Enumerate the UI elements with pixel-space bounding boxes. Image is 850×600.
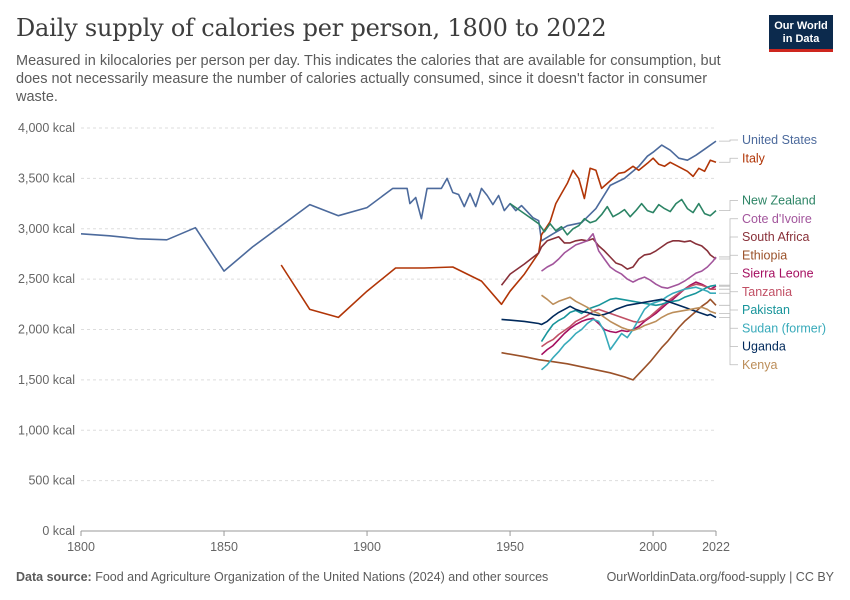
- series-lines: [80, 140, 717, 381]
- owid-logo[interactable]: Our World in Data: [769, 15, 833, 52]
- series-label[interactable]: South Africa: [742, 230, 809, 244]
- label-leader-line: [719, 200, 738, 212]
- y-tick-label: 1,500 kcal: [18, 373, 75, 387]
- x-tick-label: 2000: [639, 540, 667, 554]
- label-leader-line: [719, 157, 738, 163]
- series-label[interactable]: Pakistan: [742, 303, 790, 317]
- logo-line-2: in Data: [782, 33, 820, 45]
- label-leader-line: [719, 292, 738, 329]
- data-source: Data source: Food and Agriculture Organi…: [16, 570, 548, 584]
- data-source-text[interactable]: Food and Agriculture Organization of the…: [95, 570, 549, 584]
- series-line[interactable]: [509, 198, 717, 236]
- series-line[interactable]: [540, 286, 717, 371]
- label-leader-line: [719, 139, 738, 142]
- series-line[interactable]: [501, 298, 717, 381]
- label-leader-line: [719, 273, 738, 287]
- y-tick-label: 1,000 kcal: [18, 423, 75, 437]
- series-line[interactable]: [541, 283, 717, 348]
- x-tick-label: 1950: [496, 540, 524, 554]
- label-leader-line: [719, 317, 738, 347]
- label-leader-line: [719, 218, 738, 258]
- y-tick-label: 2,500 kcal: [18, 272, 75, 286]
- gridlines: [81, 127, 716, 482]
- y-tick-label: 3,500 kcal: [18, 171, 75, 185]
- credit-link[interactable]: OurWorldinData.org/food-supply | CC BY: [606, 570, 834, 584]
- chart-subtitle: Measured in kilocalories per person per …: [16, 53, 721, 105]
- chart-title: Daily supply of calories per person, 180…: [16, 14, 607, 42]
- label-leader-line: [719, 236, 738, 260]
- series-label[interactable]: Kenya: [742, 358, 777, 372]
- series-label[interactable]: Italy: [742, 151, 766, 165]
- series-line[interactable]: [541, 233, 717, 289]
- series-label[interactable]: Cote d'Ivoire: [742, 212, 812, 226]
- y-tick-label: 4,000 kcal: [18, 121, 75, 135]
- series-line[interactable]: [541, 294, 717, 332]
- x-tick-label: 1850: [210, 540, 238, 554]
- series-label[interactable]: United States: [742, 133, 817, 147]
- series-label[interactable]: Tanzania: [742, 285, 792, 299]
- x-tick-label: 2022: [702, 540, 730, 554]
- x-tick-label: 1900: [353, 540, 381, 554]
- data-source-label: Data source:: [16, 570, 92, 584]
- series-line[interactable]: [500, 236, 717, 286]
- y-tick-label: 2,000 kcal: [18, 323, 75, 337]
- series-line[interactable]: [280, 157, 717, 319]
- label-leader-line: [719, 288, 738, 293]
- series-label[interactable]: Sudan (former): [742, 321, 826, 335]
- label-leader-line: [719, 312, 738, 366]
- series-line[interactable]: [540, 284, 717, 343]
- series-line[interactable]: [540, 281, 717, 356]
- series-line[interactable]: [501, 298, 717, 326]
- series-line[interactable]: [80, 140, 717, 272]
- series-label[interactable]: New Zealand: [742, 194, 816, 208]
- logo-line-1: Our World: [774, 20, 828, 32]
- y-tick-label: 3,000 kcal: [18, 222, 75, 236]
- series-label[interactable]: Uganda: [742, 340, 786, 354]
- series-label[interactable]: Ethiopia: [742, 248, 787, 262]
- y-tick-label: 500 kcal: [28, 474, 75, 488]
- y-tick-label: 0 kcal: [42, 524, 75, 538]
- axes: 0 kcal 500 kcal 1,000 kcal 1,500 kcal 2,000 …: [18, 121, 730, 554]
- x-tick-label: 1800: [67, 540, 95, 554]
- label-leader-line: [719, 254, 738, 306]
- series-label[interactable]: Sierra Leone: [742, 267, 814, 281]
- series-labels: United States Italy New Zealand Cote d'Ivoi…: [719, 133, 826, 372]
